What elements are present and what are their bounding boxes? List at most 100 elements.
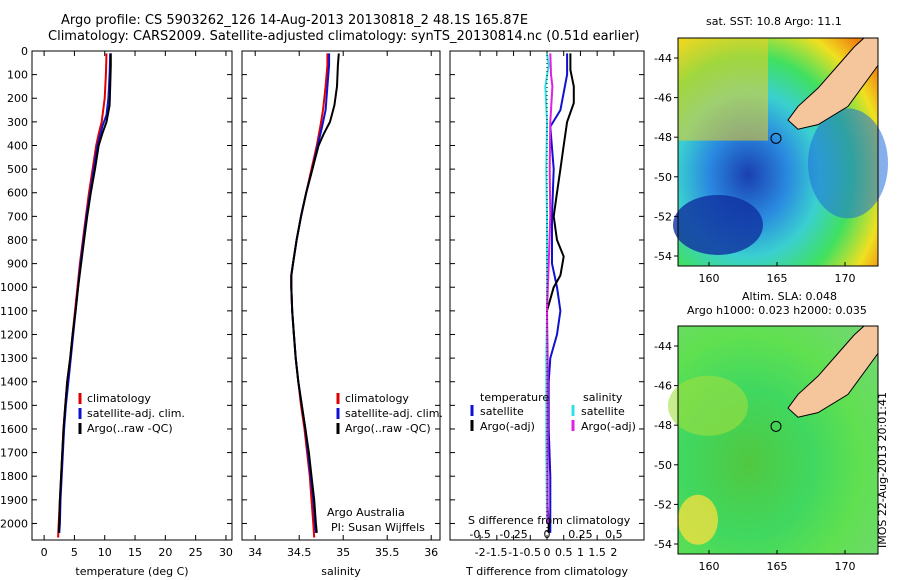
series-line-temperature-satellite [547, 53, 569, 533]
map-y-tick-label: -52 [654, 498, 672, 511]
sla-map-title-1: Altim. SLA: 0.048 [742, 290, 838, 303]
legend-label: Argo(-adj) [581, 420, 636, 433]
y-tick-label: 1700 [0, 447, 28, 460]
x-tick-label: 1.5 [588, 546, 606, 559]
sst-map-title: sat. SST: 10.8 Argo: 11.1 [706, 15, 842, 28]
annotation-pi: PI: Susan Wijffels [331, 521, 425, 534]
legend-label: climatology [345, 392, 409, 405]
x-tick-label: -1 [508, 546, 519, 559]
map-y-tick-label: -44 [654, 340, 672, 353]
map-y-tick-label: -48 [654, 419, 672, 432]
y-tick-label: 100 [7, 69, 28, 82]
legend-label: Argo(..raw -QC) [345, 422, 431, 435]
y-tick-label: 1300 [0, 352, 28, 365]
map-x-tick-label: 165 [767, 272, 788, 285]
sst-cool-patch [808, 108, 888, 219]
imos-timestamp: IMOS 22-Aug-2013 20:01:41 [876, 392, 889, 548]
series-line-argo-raw-qc- [57, 53, 112, 533]
x-tick-label: 0.5 [555, 546, 573, 559]
legend-heading-salinity: salinity [583, 391, 623, 404]
top-x-axis-label: S difference from climatology [468, 514, 631, 527]
sla-map-frame [677, 325, 879, 555]
plot-frame-2 [241, 50, 441, 541]
sla-argo-location-marker [770, 420, 782, 432]
y-tick-label: 500 [7, 163, 28, 176]
x-tick-label: 30 [219, 546, 233, 559]
map-x-tick-label: 160 [699, 272, 720, 285]
map-x-tick-label: 170 [835, 560, 856, 573]
y-tick-label: 1100 [0, 305, 28, 318]
x-tick-label: -2 [475, 546, 486, 559]
y-tick-label: 200 [7, 92, 28, 105]
x-tick-label: 0 [41, 546, 48, 559]
y-tick-label: 900 [7, 258, 28, 271]
map-y-tick-label: -46 [654, 92, 672, 105]
x-tick-label: 1 [577, 546, 584, 559]
legend-label: satellite [480, 405, 524, 418]
map-y-tick-label: -50 [654, 459, 672, 472]
x-tick-label: 20 [158, 546, 172, 559]
x-tick-label: 25 [189, 546, 203, 559]
legend-label: climatology [87, 392, 151, 405]
map-y-tick-label: -52 [654, 210, 672, 223]
series-line-salinity-argo-adj- [546, 53, 554, 524]
figure-title-line-1: Argo profile: CS 5903262_126 14-Aug-2013… [61, 13, 529, 28]
plot-frame-1 [31, 50, 233, 541]
x-tick-label: 10 [98, 546, 112, 559]
map-y-tick-label: -48 [654, 131, 672, 144]
y-tick-label: 400 [7, 139, 28, 152]
x-tick-label: -0.5 [520, 546, 541, 559]
map-y-tick-label: -54 [654, 538, 672, 551]
sla-warm-patch [678, 494, 718, 545]
x-tick-label: 35.5 [375, 546, 400, 559]
x-tick-label: -1.5 [486, 546, 507, 559]
y-tick-label: 1200 [0, 328, 28, 341]
x-tick-label: 15 [128, 546, 142, 559]
map-x-tick-label: 165 [767, 560, 788, 573]
y-tick-label: 300 [7, 116, 28, 129]
map-y-tick-label: -44 [654, 52, 672, 65]
sst-cold-patch [673, 194, 763, 255]
figure-title-line-2: Climatology: CARS2009. Satellite-adjuste… [48, 29, 640, 44]
map-y-tick-label: -46 [654, 380, 672, 393]
y-tick-label: 1900 [0, 494, 28, 507]
legend-label: Argo(-adj) [480, 420, 535, 433]
top-x-tick-label: 0.25 [568, 528, 593, 541]
series-line-satellite-adj-clim- [58, 53, 112, 533]
y-tick-label: 600 [7, 187, 28, 200]
map-x-tick-label: 170 [835, 272, 856, 285]
sst-argo-location-marker [770, 132, 782, 144]
sst-map-frame [677, 37, 879, 267]
series-line-argo-raw-qc- [290, 53, 340, 533]
y-tick-label: 1600 [0, 423, 28, 436]
x-tick-label: 0 [544, 546, 551, 559]
x-tick-label: 2 [610, 546, 617, 559]
series-line-climatology [57, 53, 108, 538]
x-tick-label: 35 [336, 546, 350, 559]
y-tick-label: 0 [21, 45, 28, 58]
x-tick-label: 5 [71, 546, 78, 559]
legend-label: satellite [581, 405, 625, 418]
y-tick-label: 2000 [0, 517, 28, 530]
legend-label: Argo(..raw -QC) [87, 422, 173, 435]
sla-map-title-2: Argo h1000: 0.023 h2000: 0.035 [687, 304, 867, 317]
x-tick-label: 36 [424, 546, 438, 559]
legend-label: satellite-adj. clim. [87, 407, 185, 420]
sla-patch [668, 375, 748, 436]
y-tick-label: 800 [7, 234, 28, 247]
x-tick-label: 34 [248, 546, 262, 559]
x-tick-label: 34.5 [287, 546, 312, 559]
map-x-tick-label: 160 [699, 560, 720, 573]
map-y-tick-label: -54 [654, 250, 672, 263]
annotation-affiliation: Argo Australia [327, 506, 405, 519]
y-tick-label: 1000 [0, 281, 28, 294]
x-axis-label: temperature (deg C) [75, 565, 188, 578]
x-axis-label: salinity [321, 565, 361, 578]
y-tick-label: 1500 [0, 399, 28, 412]
sst-warm-patch [678, 38, 768, 141]
top-x-tick-label: 0 [544, 528, 551, 541]
top-x-tick-label: -0.25 [499, 528, 527, 541]
y-tick-label: 1400 [0, 376, 28, 389]
legend-heading-temperature: temperature [480, 391, 549, 404]
